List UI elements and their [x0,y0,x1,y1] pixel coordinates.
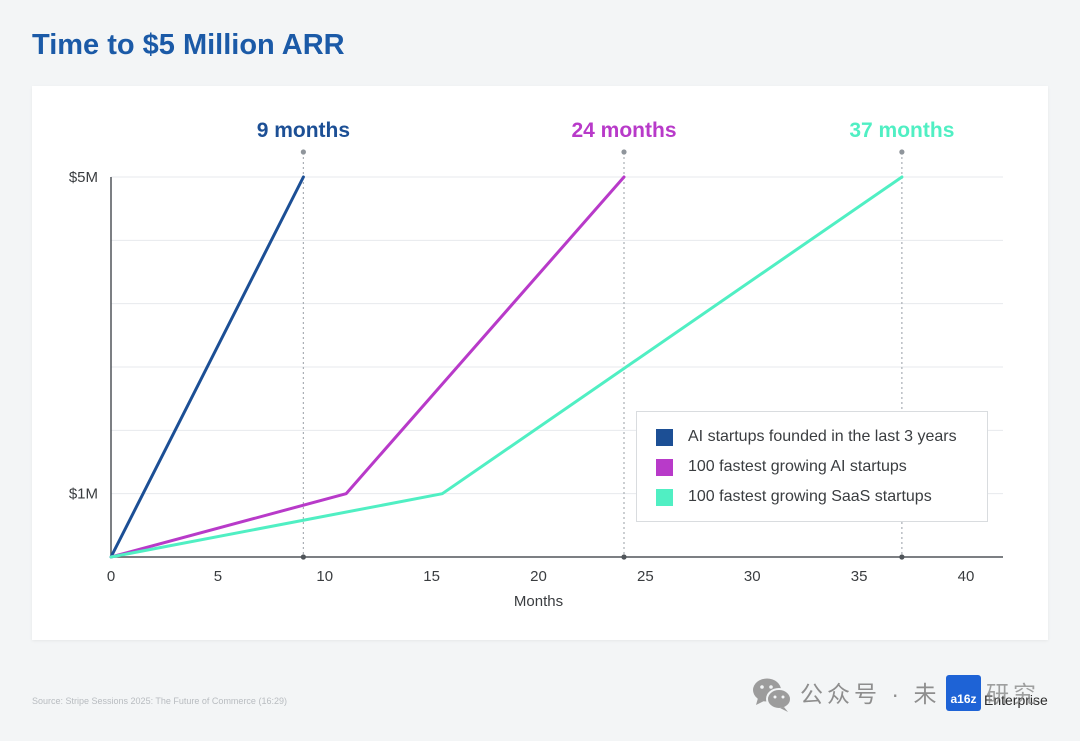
guide-top-dot [621,149,627,155]
legend-item: 100 fastest growing AI startups [637,452,987,482]
guide-label-2: 24 months [571,119,676,142]
legend-label: 100 fastest growing AI startups [688,458,907,475]
watermark-text: 研究 [986,681,1040,707]
legend: AI startups founded in the last 3 years … [636,411,988,522]
series-line-2 [109,175,626,559]
chart: 9 months 24 months 37 months $1M $5M 0 5 10 15 20… [69,119,1003,610]
source-note: Source: Stripe Sessions 2025: The Future… [32,696,287,706]
watermark-text: 公众号 · 未 [800,681,941,707]
series-line-3 [109,175,904,559]
legend-swatch [656,488,673,506]
guide-axis-dot [899,554,905,560]
guide-label-1: 9 months [257,119,350,142]
legend-swatch [656,428,673,446]
y-tick-label: $1M [69,486,98,503]
guide-top-dot [899,149,905,155]
x-tick-label: 0 [107,568,115,585]
chart-title: Time to $5 Million ARR [32,29,345,61]
guide-label-3: 37 months [849,119,954,142]
a16z-logo: a16z [946,675,981,711]
guide-top-dot [300,149,306,155]
legend-item: 100 fastest growing SaaS startups [637,482,987,512]
chart-card: 9 months 24 months 37 months $1M $5M 0 5 10 15 20… [32,86,1048,640]
series-line-1 [109,175,305,559]
guide-axis-dot [300,554,306,560]
legend-item: AI startups founded in the last 3 years [637,422,987,452]
x-tick-label: 20 [530,568,547,585]
x-tick-label: 10 [316,568,333,585]
x-tick-label: 15 [423,568,440,585]
x-tick-label: 30 [744,568,761,585]
logo-name: Enterprise [984,692,1048,708]
legend-label: 100 fastest growing SaaS startups [688,488,932,505]
guide-axis-dot [621,554,627,560]
logo-mark-text: a16z [950,692,977,706]
legend-label: AI startups founded in the last 3 years [688,428,957,445]
x-tick-label: 40 [958,568,975,585]
x-tick-label: 35 [851,568,868,585]
y-tick-label: $5M [69,169,98,186]
x-tick-label: 5 [214,568,222,585]
legend-swatch [656,458,673,476]
x-axis-title: Months [514,593,563,610]
x-tick-label: 25 [637,568,654,585]
wechat-icon [753,678,792,712]
